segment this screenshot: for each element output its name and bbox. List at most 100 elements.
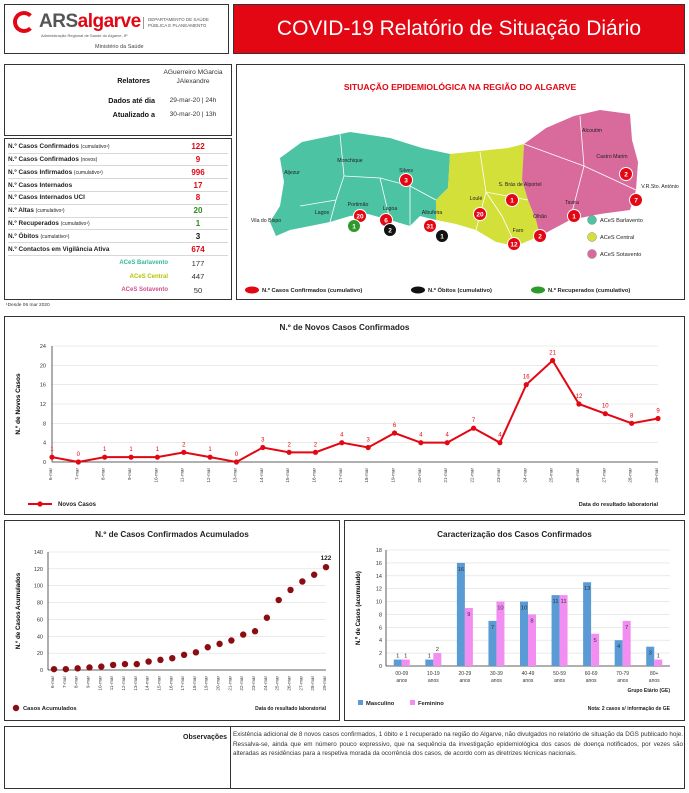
x-tick-label: 13-mar [232,468,237,483]
x-tick-label: 50-59 [553,671,566,677]
x-tick-label: 9-mar [127,468,132,480]
data-point [181,449,187,455]
x-tick-label: 23-mar [496,468,501,483]
map-place-silves: Silves [399,168,413,174]
y-tick-label: 120 [34,567,43,573]
x-tick-label: 24-mar [263,676,268,691]
y-tick-label: 4 [379,638,382,644]
last-value-label: 122 [321,555,332,562]
bar-value-label: 4 [617,644,621,650]
svg-text:2: 2 [624,171,628,178]
indicator-label: N.º Óbitos (cumulativo¹) [8,232,70,240]
x-tick-label: 18-mar [364,468,369,483]
data-point [228,637,235,644]
data-point [602,411,608,417]
logo-tagline: Administração Regional de Saúde do Algar… [41,33,128,38]
bar-masculino [583,582,592,666]
indicator-label: N.º Altas (cumulativo¹) [8,207,65,215]
data-point [192,649,200,656]
map-place-lagos: Lagos [315,210,330,216]
svg-text:1: 1 [440,233,444,240]
svg-text:3: 3 [404,177,408,184]
indicator-value: 8 [195,193,201,203]
source-note: Data do resultado laboratorial [255,706,326,712]
data-point [260,444,266,451]
x-tick-label: 23-mar [251,676,256,691]
map-place-v-r-sto-antonio: V.R.Sto. António [641,184,679,190]
svg-text:20: 20 [476,211,484,218]
logo-prefix: ARS [39,11,78,32]
x-tick-label: 16-mar [311,468,316,483]
map-place-faro: Faro [513,228,524,234]
indicator-note: (cumulativo¹) [35,208,65,215]
data-point [204,644,211,651]
legend-casos-acumulados: Casos Acumulados [12,704,77,712]
data-label: 12 [576,394,583,400]
map-marker-confirmed: 2 [533,229,547,243]
cumulative-chart: 0 20 40 60 80 100 120 140 N.º de Casos Acumulado… [12,550,332,712]
map-marker-confirmed: 2 [619,167,633,181]
x-tick-label: 60-69 [585,671,598,677]
aces-row: ACeS Sotavento 50 [8,284,228,296]
map-marker-confirmed: 20 [473,207,487,221]
x-tick-label: 26-mar [575,468,580,483]
indicator-value: 3 [195,231,201,241]
x-tick-label: 7-mar [62,676,67,688]
data-point [629,420,635,426]
x-tick-label: 70-79 [616,671,629,677]
x-tick-label: 27-mar [298,676,303,691]
svg-text:1: 1 [572,213,576,220]
map-legend-marker: N.º Casos Confirmados (cumulativo) [245,286,362,294]
logo-department: DEPARTAMENTO DE SAÚDE PÚBLICA E PLANEAME… [143,17,223,29]
bar-value-label: 16 [458,567,464,573]
y-tick-label: 0 [379,664,382,670]
x-tick-label: 19-mar [391,468,396,483]
bar-value-label: 1 [396,654,399,660]
ars-logo-icon [13,11,35,33]
svg-text:ACeS Central: ACeS Central [600,235,634,241]
indicator-note: (cumulativo¹) [73,169,103,176]
data-point [263,614,271,621]
y-tick-label: 2 [379,651,382,657]
data-label: 3 [367,438,371,444]
x-tick-label: 29-mar [654,468,659,483]
footnote: ¹Desde 06 mar 2020 [6,303,50,308]
bar-feminino [559,595,568,666]
data-label: 4 [498,433,502,439]
x-tick-label: 80+ [650,671,659,677]
bar-value-label: 7 [491,625,494,631]
x-tick-label: 20-mar [216,676,221,691]
data-point [154,454,160,460]
x-tick-label: 21-mar [227,676,232,691]
bar-value-label: 9 [467,612,470,618]
bar-feminino [622,620,631,666]
data-point [391,430,398,436]
map-legend-region: ACeS Sotavento [587,249,641,259]
data-point [275,596,282,604]
age-sex-panel [344,520,685,721]
ars-logo-block: ARSalgarve Administração Regional de Saú… [4,4,229,54]
data-label: 2 [287,442,291,448]
data-label: 9 [656,409,660,415]
x-tick-label: 27-mar [601,468,606,483]
x-tick-label: 10-mar [153,468,158,483]
bar-value-label: 13 [584,586,590,592]
x-tick-label: 11-mar [109,676,114,691]
indicator-label: N.º Casos Confirmados (novos) [8,156,98,164]
y-axis-label: N.º de Novos Casos [15,373,22,435]
data-point [145,658,152,665]
map-place-loule: Loulé [470,196,483,202]
data-point [444,440,450,446]
bar-value-label: 1 [404,654,407,660]
y-tick-label: 18 [376,548,382,554]
data-point [322,563,330,571]
y-tick-label: 4 [43,441,46,447]
map-place-olhao: Olhão [533,214,547,220]
data-point [169,655,176,662]
svg-text:Feminino: Feminino [418,701,444,707]
x-tick-label: 20-29 [458,671,471,677]
data-point [74,665,81,672]
x-tick-label: 28-mar [628,468,633,483]
data-point [216,640,223,648]
x-tick-label: 29-mar [322,676,327,691]
